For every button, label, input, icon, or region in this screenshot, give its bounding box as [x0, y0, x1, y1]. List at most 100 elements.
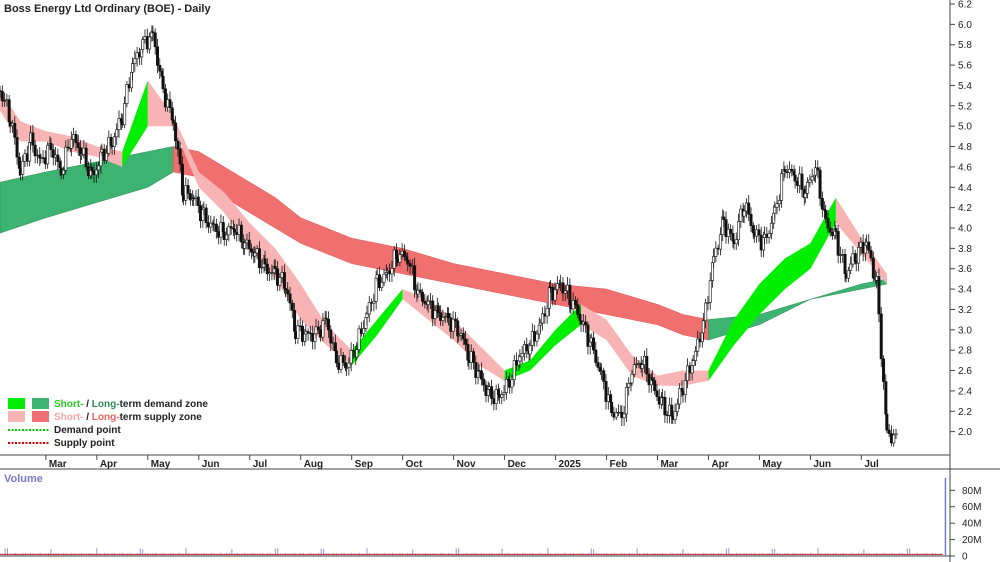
legend-label-part: term supply zone	[120, 412, 203, 423]
price-candle	[161, 76, 165, 90]
price-candle	[535, 333, 539, 342]
time-tick-label: 2025	[559, 459, 582, 470]
price-candle	[502, 392, 506, 395]
price-candle	[168, 99, 172, 109]
volume-panel: 0 20M 40M 60M 80M	[0, 478, 981, 562]
volume-tick-label: 80M	[962, 486, 981, 497]
price-candle	[683, 380, 687, 396]
price-candle	[729, 228, 733, 234]
price-candle	[538, 322, 542, 326]
price-candle	[640, 364, 644, 369]
price-tick-label: 4.6	[958, 162, 972, 173]
price-candle	[596, 362, 600, 368]
price-candle	[13, 123, 17, 138]
price-candle	[714, 247, 718, 257]
price-candle	[94, 169, 98, 176]
price-candle	[722, 216, 726, 220]
price-candle	[504, 378, 508, 393]
price-candle	[724, 219, 728, 237]
price-candle	[423, 301, 427, 304]
price-candle	[270, 272, 274, 274]
volume-tick-label: 60M	[962, 502, 981, 513]
price-candle	[871, 257, 875, 279]
price-candle	[894, 433, 898, 436]
price-tick-label: 5.4	[958, 81, 972, 92]
legend-label: Short- / Long-term supply zone	[54, 412, 202, 423]
price-candle	[443, 316, 447, 318]
time-tick-label: Jul	[864, 459, 879, 470]
price-candle	[471, 351, 475, 363]
price-candle	[382, 273, 386, 283]
price-candle	[645, 356, 649, 375]
time-tick-label: Nov	[457, 459, 476, 470]
price-candle	[806, 182, 810, 194]
price-candle	[243, 242, 247, 249]
price-candle	[828, 227, 832, 233]
price-tick-label: 4.2	[958, 203, 972, 214]
price-tick-label: 4.8	[958, 142, 972, 153]
price-candle	[232, 228, 236, 233]
price-candle	[214, 223, 218, 232]
price-candle	[624, 387, 628, 415]
price-tick-label: 2.2	[958, 407, 972, 418]
price-candle	[614, 412, 618, 418]
price-candle	[153, 32, 157, 48]
price-candle	[171, 119, 175, 124]
price-candle	[816, 167, 820, 171]
price-candle	[757, 229, 761, 236]
price-candle	[186, 185, 190, 194]
price-candle	[296, 325, 300, 339]
time-tick-label: May	[762, 459, 782, 470]
price-candle	[365, 313, 369, 318]
price-candle	[701, 320, 705, 334]
price-candle	[824, 210, 828, 219]
price-candle	[632, 364, 636, 375]
price-series-layer	[0, 25, 898, 447]
price-tick-label: 4.4	[958, 183, 972, 194]
price-candle	[76, 142, 80, 148]
price-candle	[196, 196, 200, 206]
price-candle	[321, 320, 325, 338]
price-candle	[490, 386, 494, 399]
price-candle	[630, 373, 634, 384]
price-candle	[555, 283, 559, 291]
time-tick-label: Oct	[406, 459, 423, 470]
price-candle	[90, 166, 94, 172]
price-candle	[834, 228, 838, 232]
price-candle	[712, 256, 716, 263]
price-candle	[441, 317, 445, 321]
price-candle	[239, 224, 243, 243]
price-candle	[288, 293, 292, 304]
short-term-demand-zone	[708, 197, 836, 381]
price-candle	[592, 337, 596, 351]
time-tick-label: Dec	[508, 459, 527, 470]
price-candle	[265, 263, 269, 275]
time-tick-label: Apr	[711, 459, 728, 470]
price-candle	[326, 319, 330, 331]
price-candle	[734, 239, 738, 245]
price-candle	[112, 136, 116, 147]
price-tick-label: 3.6	[958, 264, 972, 275]
legend-label-part: Short-	[54, 412, 83, 423]
price-candle	[742, 210, 746, 217]
price-candle	[408, 263, 412, 267]
price-candle	[836, 231, 840, 256]
price-tick-label: 3.0	[958, 325, 972, 336]
price-candle	[767, 233, 771, 238]
time-tick-label: Feb	[610, 459, 628, 470]
price-candle	[64, 146, 68, 171]
price-axis-ticks: 2.0 2.2 2.4 2.6 2.8 3.0 3.2 3.4 3.6 3.8 4.0 4.2 4.4 4…	[950, 0, 972, 438]
price-candle	[867, 241, 871, 251]
price-candle	[453, 318, 457, 322]
short-term-demand-zone	[351, 289, 403, 366]
price-candle	[148, 36, 152, 50]
price-candle	[706, 302, 710, 304]
price-candle	[747, 202, 751, 215]
price-candle	[377, 274, 381, 288]
time-tick-label: Mar	[49, 459, 67, 470]
price-candle	[737, 221, 741, 241]
time-tick-label: May	[151, 459, 171, 470]
price-candle	[464, 338, 468, 345]
price-candle	[663, 397, 667, 416]
